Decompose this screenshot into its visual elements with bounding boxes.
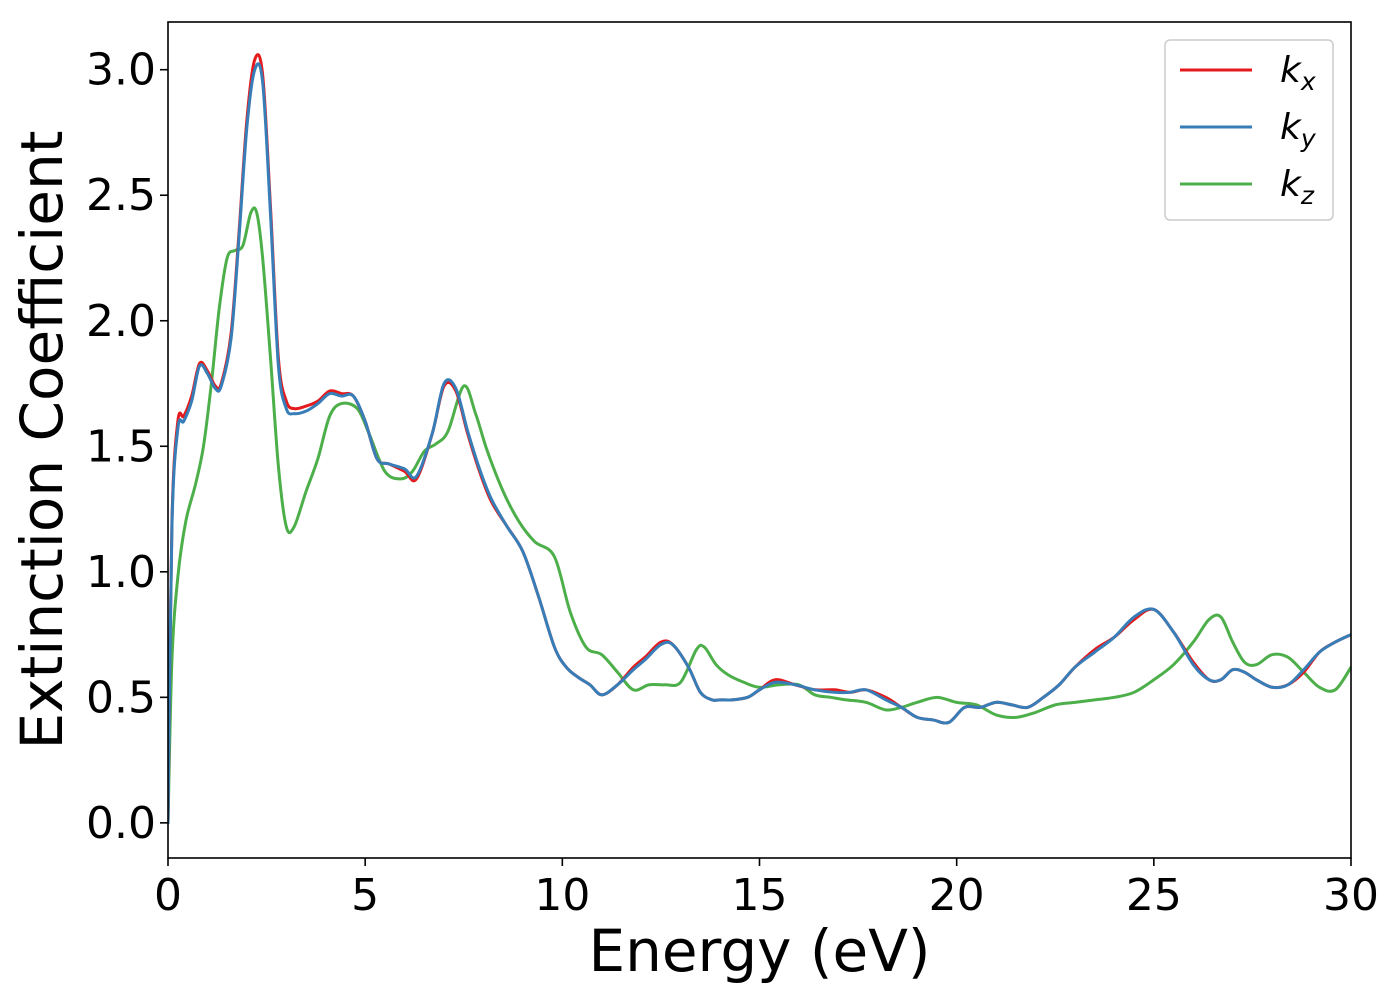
y-tick-label: 0.0 bbox=[86, 798, 156, 849]
x-tick-label: 25 bbox=[1126, 870, 1182, 921]
y-tick-label: 1.5 bbox=[86, 421, 156, 472]
x-tick-label: 20 bbox=[929, 870, 985, 921]
x-tick-label: 5 bbox=[351, 870, 379, 921]
y-tick-label: 2.5 bbox=[86, 170, 156, 221]
y-tick-label: 0.5 bbox=[86, 672, 156, 723]
y-tick-label: 1.0 bbox=[86, 547, 156, 598]
x-tick-label: 0 bbox=[154, 870, 182, 921]
y-tick-label: 2.0 bbox=[86, 296, 156, 347]
x-tick-label: 15 bbox=[732, 870, 788, 921]
x-tick-label: 10 bbox=[534, 870, 590, 921]
y-axis-title: Extinction Coefficient bbox=[8, 131, 76, 750]
x-tick-label: 30 bbox=[1323, 870, 1379, 921]
x-axis-title: Energy (eV) bbox=[588, 917, 930, 985]
y-tick-label: 3.0 bbox=[86, 45, 156, 96]
